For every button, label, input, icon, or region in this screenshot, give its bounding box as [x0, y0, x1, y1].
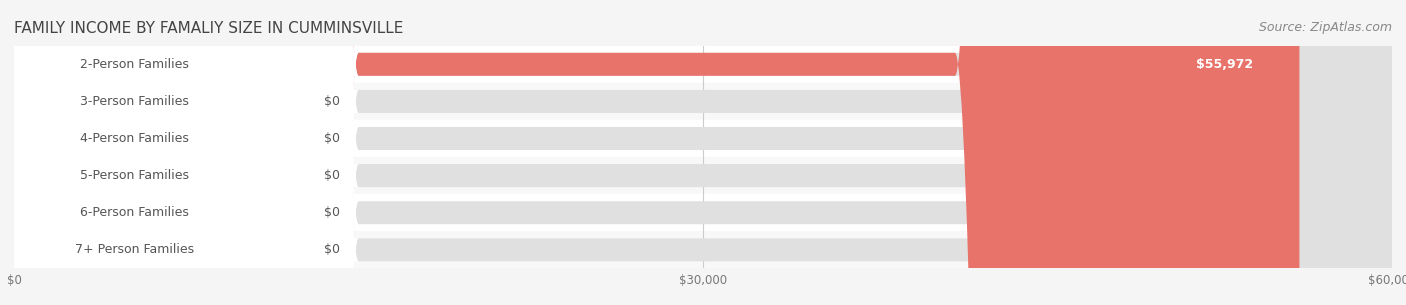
Text: 2-Person Families: 2-Person Families [80, 58, 188, 71]
Text: $55,972: $55,972 [1197, 58, 1254, 71]
Bar [14, 231, 1392, 268]
Text: 4-Person Families: 4-Person Families [80, 132, 188, 145]
FancyBboxPatch shape [14, 0, 1299, 305]
FancyBboxPatch shape [14, 0, 1392, 305]
Bar [14, 46, 1392, 83]
FancyBboxPatch shape [0, 0, 359, 305]
Text: 5-Person Families: 5-Person Families [80, 169, 190, 182]
FancyBboxPatch shape [14, 0, 1392, 305]
FancyBboxPatch shape [0, 0, 359, 305]
Text: 7+ Person Families: 7+ Person Families [75, 243, 194, 256]
FancyBboxPatch shape [0, 0, 359, 305]
Bar [14, 120, 1392, 157]
Text: $0: $0 [325, 206, 340, 219]
Text: $0: $0 [325, 243, 340, 256]
FancyBboxPatch shape [14, 0, 1392, 305]
Text: $0: $0 [325, 169, 340, 182]
Bar [14, 194, 1392, 231]
Bar [14, 83, 1392, 120]
Bar [14, 157, 1392, 194]
FancyBboxPatch shape [0, 0, 359, 305]
Text: $0: $0 [325, 132, 340, 145]
Text: Source: ZipAtlas.com: Source: ZipAtlas.com [1258, 21, 1392, 34]
Text: 6-Person Families: 6-Person Families [80, 206, 188, 219]
Text: 3-Person Families: 3-Person Families [80, 95, 188, 108]
FancyBboxPatch shape [14, 0, 1392, 305]
FancyBboxPatch shape [14, 0, 1392, 305]
Text: $0: $0 [325, 95, 340, 108]
FancyBboxPatch shape [0, 0, 359, 305]
Text: FAMILY INCOME BY FAMALIY SIZE IN CUMMINSVILLE: FAMILY INCOME BY FAMALIY SIZE IN CUMMINS… [14, 21, 404, 36]
FancyBboxPatch shape [14, 0, 1392, 305]
FancyBboxPatch shape [0, 0, 359, 305]
